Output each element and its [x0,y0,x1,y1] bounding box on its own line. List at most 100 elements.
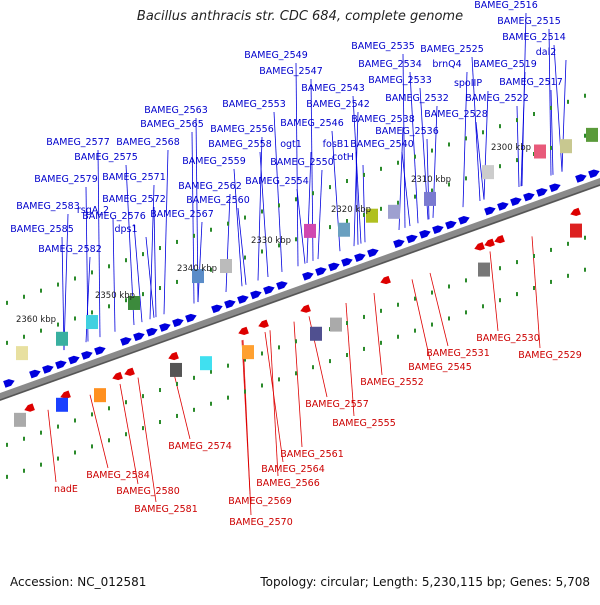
forward-gene-label: BAMEG_2536 [375,126,439,137]
forward-gene-arrow [302,271,314,281]
forward-gene-label: BAMEG_2534 [358,59,422,70]
forward-gene-label: BAMEG_2560 [186,195,250,206]
forward-label-leader [97,149,101,338]
forward-label-leader [163,149,169,315]
tick-mark [431,188,433,193]
tick-mark [159,420,161,425]
reverse-gene-arrow [258,319,269,328]
tick-mark [125,432,127,437]
tick-mark [584,235,586,240]
tick-mark [448,142,450,147]
tick-mark [397,334,399,339]
tick-mark [108,304,110,309]
forward-gene-label: BAMEG_2535 [351,41,415,52]
tick-mark [465,310,467,315]
tick-mark [278,243,280,248]
forward-gene-label: BAMEG_2577 [46,137,110,148]
tick-mark [91,310,93,315]
tick-mark [397,160,399,165]
reverse-gene-label: BAMEG_2529 [518,350,582,361]
forward-gene-label: BAMEG_2546 [280,118,344,129]
forward-gene-label: BAMEG_2517 [499,77,563,88]
tick-mark [261,209,263,214]
forward-gene-arrow [575,174,587,183]
tick-mark [142,252,144,257]
tick-mark [329,185,331,190]
forward-gene-arrow [549,183,561,193]
tick-mark [40,288,42,293]
tick-mark [6,442,8,447]
genome-axis [0,178,600,401]
tick-mark [91,412,93,417]
tick-mark [567,241,569,246]
tick-mark [91,270,93,275]
scale-label: 2300 kbp [491,143,531,153]
tick-mark [40,430,42,435]
tick-mark [74,276,76,281]
forward-label-leader [352,95,362,244]
tick-mark [380,206,382,211]
tick-mark [584,133,586,138]
forward-gene-label: BAMEG_2547 [259,66,323,77]
gene-feature-block [534,144,546,159]
reverse-label-leader [242,339,252,516]
tick-mark [431,290,433,295]
tick-mark [125,298,127,303]
tick-mark [533,254,535,259]
forward-gene-label: BAMEG_2567 [150,209,214,220]
forward-gene-label: BAMEG_2565 [140,119,204,130]
tick-mark [278,377,280,382]
tick-mark [74,450,76,455]
forward-gene-arrow [237,295,249,304]
forward-label-leader [61,236,65,351]
reverse-gene-arrow [24,403,35,412]
tick-mark [516,260,518,265]
forward-gene-label: BAMEG_2571 [102,172,166,183]
tick-mark [465,136,467,141]
tick-mark [380,308,382,313]
tick-mark [57,322,59,327]
gene-feature-block [570,223,582,238]
reverse-label-leader [489,251,499,332]
reverse-gene-arrow [494,235,505,244]
tick-mark [176,239,178,244]
forward-label-leader [257,136,263,281]
tick-mark [40,462,42,467]
gene-feature-block [424,191,436,206]
tick-mark [482,130,484,135]
forward-label-leader [548,28,552,176]
gene-feature-block [14,412,26,427]
tick-mark [159,388,161,393]
reverse-gene-label: BAMEG_2574 [168,441,232,452]
tick-mark [380,166,382,171]
forward-gene-arrow [250,290,262,300]
forward-gene-label: BAMEG_2554 [245,176,309,187]
tick-mark [329,359,331,364]
forward-label-leader [112,217,116,332]
reverse-gene-label: BAMEG_2569 [228,496,292,507]
reverse-gene-label: BAMEG_2566 [256,478,320,489]
reverse-gene-arrow [484,238,495,247]
tick-mark [363,172,365,177]
tick-mark [567,273,569,278]
reverse-gene-label: BAMEG_2530 [476,333,540,344]
forward-gene-label: fosB1 [323,139,350,150]
reverse-label-leader [373,292,383,376]
tick-mark [363,346,365,351]
forward-label-leader [306,151,312,264]
scale-label: 2320 kbp [331,205,371,215]
tick-mark [482,304,484,309]
gene-feature-block [304,223,316,238]
tick-mark [23,334,25,339]
tick-mark [159,246,161,251]
forward-gene-label: BAMEG_2516 [474,0,538,11]
forward-gene-label: cotH [332,152,354,163]
reverse-gene-arrow [474,242,485,251]
forward-gene-arrow [497,202,509,211]
forward-gene-arrow [68,355,80,365]
forward-label-leader [550,89,554,175]
tick-mark [516,292,518,297]
forward-gene-arrow [445,220,457,230]
forward-label-leader [259,151,269,277]
